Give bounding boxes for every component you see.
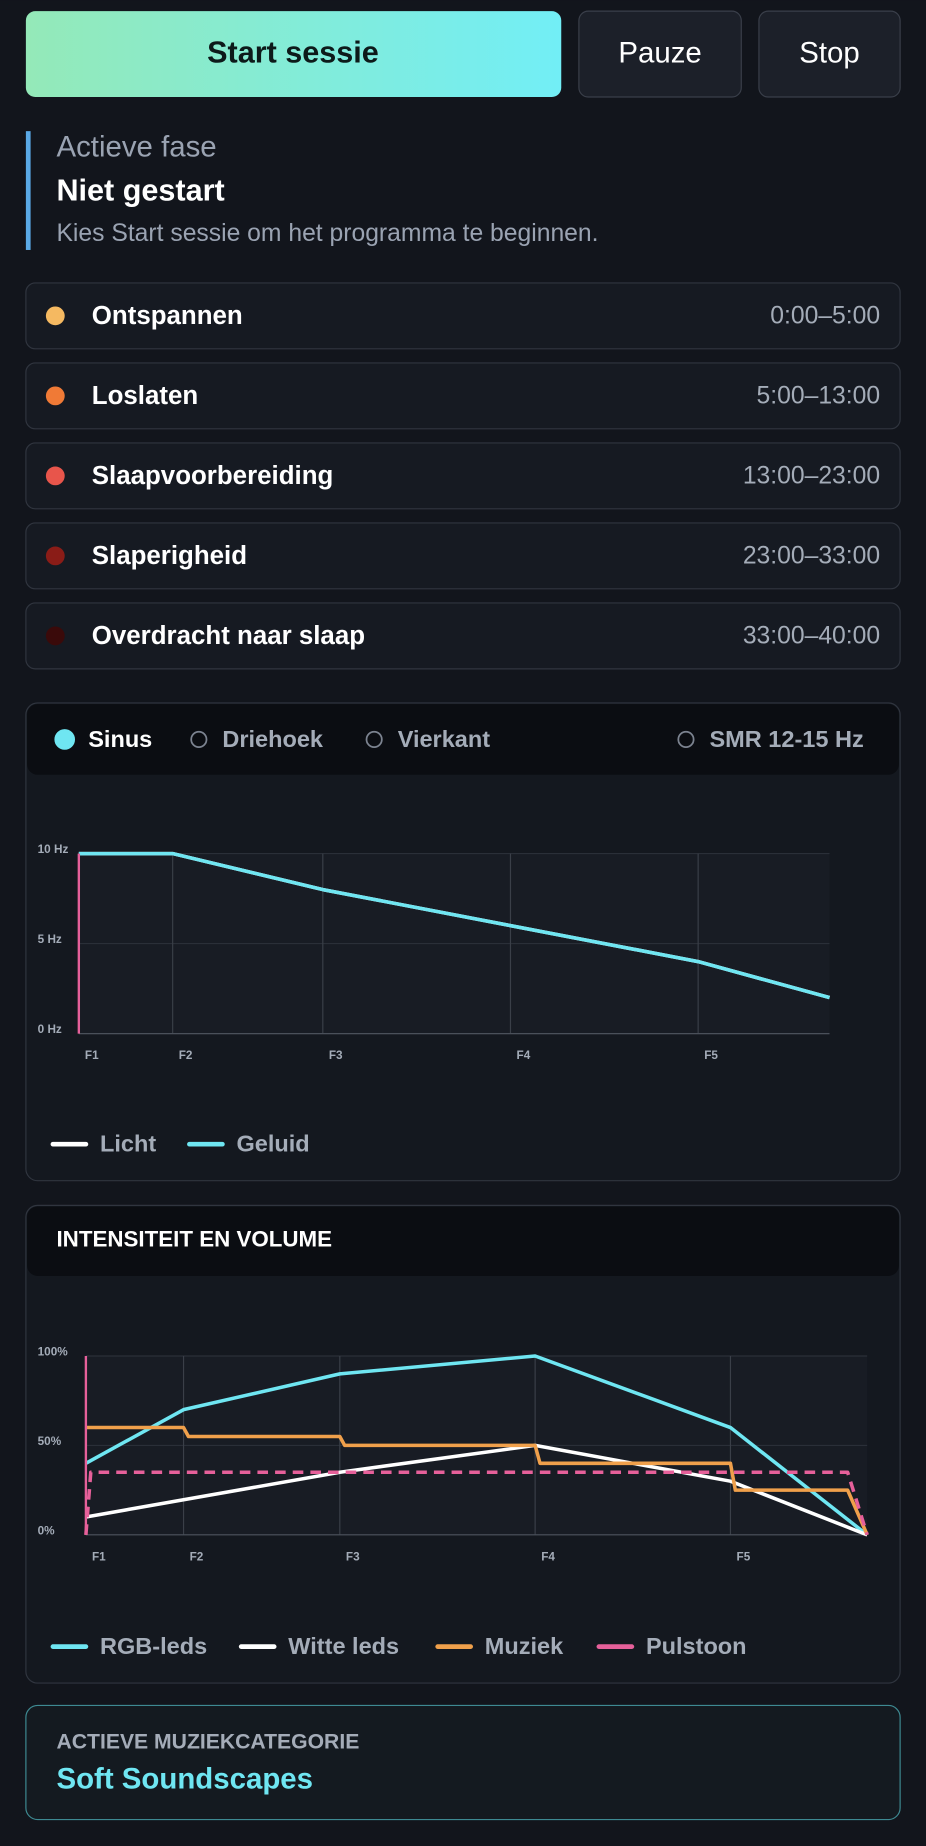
radio[interactable] bbox=[190, 730, 208, 748]
radio[interactable] bbox=[677, 730, 695, 748]
y-tick-label: 5 Hz bbox=[38, 933, 62, 946]
x-tick-label: F1 bbox=[92, 1550, 106, 1563]
charts: 0 Hz 5 Hz 10 Hz F1 F2 F3 F4 F5 Licht Geluid 0% 50% 1… bbox=[38, 843, 869, 1659]
pause-button[interactable] bbox=[578, 10, 742, 98]
start-label[interactable]: Start sessie bbox=[207, 36, 379, 70]
phase-name: Slaapvoorbereiding bbox=[92, 462, 334, 490]
legend-label: Licht bbox=[100, 1131, 156, 1157]
y-tick-label: 0 Hz bbox=[38, 1023, 62, 1036]
wave-header bbox=[27, 704, 899, 775]
music-label: ACTIEVE MUZIEKCATEGORIE bbox=[56, 1731, 359, 1754]
phase-row bbox=[25, 602, 901, 670]
legend-label: Geluid bbox=[237, 1131, 310, 1157]
phase-time: 0:00–5:00 bbox=[770, 303, 880, 330]
series-line bbox=[84, 1470, 869, 1536]
series-line bbox=[78, 851, 830, 1000]
pause-label[interactable]: Pauze bbox=[618, 36, 701, 69]
legend-label: Witte leds bbox=[288, 1633, 399, 1659]
phase-name: Overdracht naar slaap bbox=[92, 622, 365, 650]
phase-name: Niet gestart bbox=[56, 173, 224, 207]
phase-label: Actieve fase bbox=[56, 131, 216, 164]
phase-dot bbox=[45, 626, 65, 646]
legend-label: Muziek bbox=[485, 1633, 564, 1659]
x-tick-label: F4 bbox=[517, 1049, 531, 1062]
phase-name: Slaperigheid bbox=[92, 542, 247, 570]
x-tick-label: F2 bbox=[190, 1550, 204, 1563]
radio-label[interactable]: Driehoek bbox=[222, 726, 324, 752]
stop-button[interactable] bbox=[758, 10, 901, 98]
phase-row bbox=[25, 442, 901, 510]
x-tick-label: F5 bbox=[737, 1550, 751, 1563]
radio[interactable] bbox=[365, 730, 383, 748]
legend-label: Pulstoon bbox=[646, 1633, 747, 1659]
phase-dot bbox=[45, 546, 65, 566]
start-button[interactable] bbox=[25, 11, 562, 98]
x-tick-label: F3 bbox=[329, 1049, 343, 1062]
intensity-header bbox=[27, 1206, 899, 1276]
phase-time: 33:00–40:00 bbox=[743, 623, 880, 650]
phase-row bbox=[25, 362, 901, 430]
radio-label[interactable]: SMR 12-15 Hz bbox=[710, 726, 864, 752]
phase-list: Ontspannen 0:00–5:00 Loslaten 5:00–13:00 Sla… bbox=[25, 282, 901, 670]
y-tick-label: 0% bbox=[38, 1524, 56, 1537]
music-card bbox=[25, 1704, 901, 1821]
radio-label[interactable]: Vierkant bbox=[398, 726, 491, 752]
radio-label[interactable]: Sinus bbox=[88, 726, 152, 752]
waveform-options: Sinus Driehoek Vierkant SMR 12-15 Hz bbox=[54, 726, 864, 752]
music-name: Soft Soundscapes bbox=[56, 1763, 313, 1796]
stop-label[interactable]: Stop bbox=[799, 36, 860, 69]
x-tick-label: F3 bbox=[346, 1550, 360, 1563]
y-tick-label: 100% bbox=[38, 1346, 69, 1359]
phase-row bbox=[25, 522, 901, 590]
phase-dot bbox=[45, 466, 65, 486]
x-tick-label: F4 bbox=[541, 1550, 555, 1563]
y-tick-label: 10 Hz bbox=[38, 843, 69, 856]
x-tick-label: F5 bbox=[704, 1049, 718, 1062]
intensity-title: INTENSITEIT EN VOLUME bbox=[56, 1227, 332, 1252]
x-tick-label: F1 bbox=[85, 1049, 99, 1062]
legend-label: RGB-leds bbox=[100, 1633, 207, 1659]
series-line bbox=[85, 1354, 869, 1537]
y-tick-label: 50% bbox=[38, 1435, 62, 1448]
series-line bbox=[85, 1425, 869, 1536]
phase-time: 13:00–23:00 bbox=[743, 463, 880, 490]
phase-time: 23:00–33:00 bbox=[743, 543, 880, 570]
x-tick-label: F2 bbox=[179, 1049, 193, 1062]
phase-time: 5:00–13:00 bbox=[757, 383, 881, 410]
phase-name: Ontspannen bbox=[92, 302, 243, 330]
phase-name: Loslaten bbox=[92, 382, 198, 410]
radio[interactable] bbox=[54, 729, 76, 750]
phase-accent bbox=[25, 131, 31, 250]
phase-dot bbox=[45, 386, 65, 406]
phase-dot bbox=[45, 306, 65, 326]
phase-description: Kies Start sessie om het programma te be… bbox=[56, 220, 598, 247]
phase-row bbox=[25, 282, 901, 350]
